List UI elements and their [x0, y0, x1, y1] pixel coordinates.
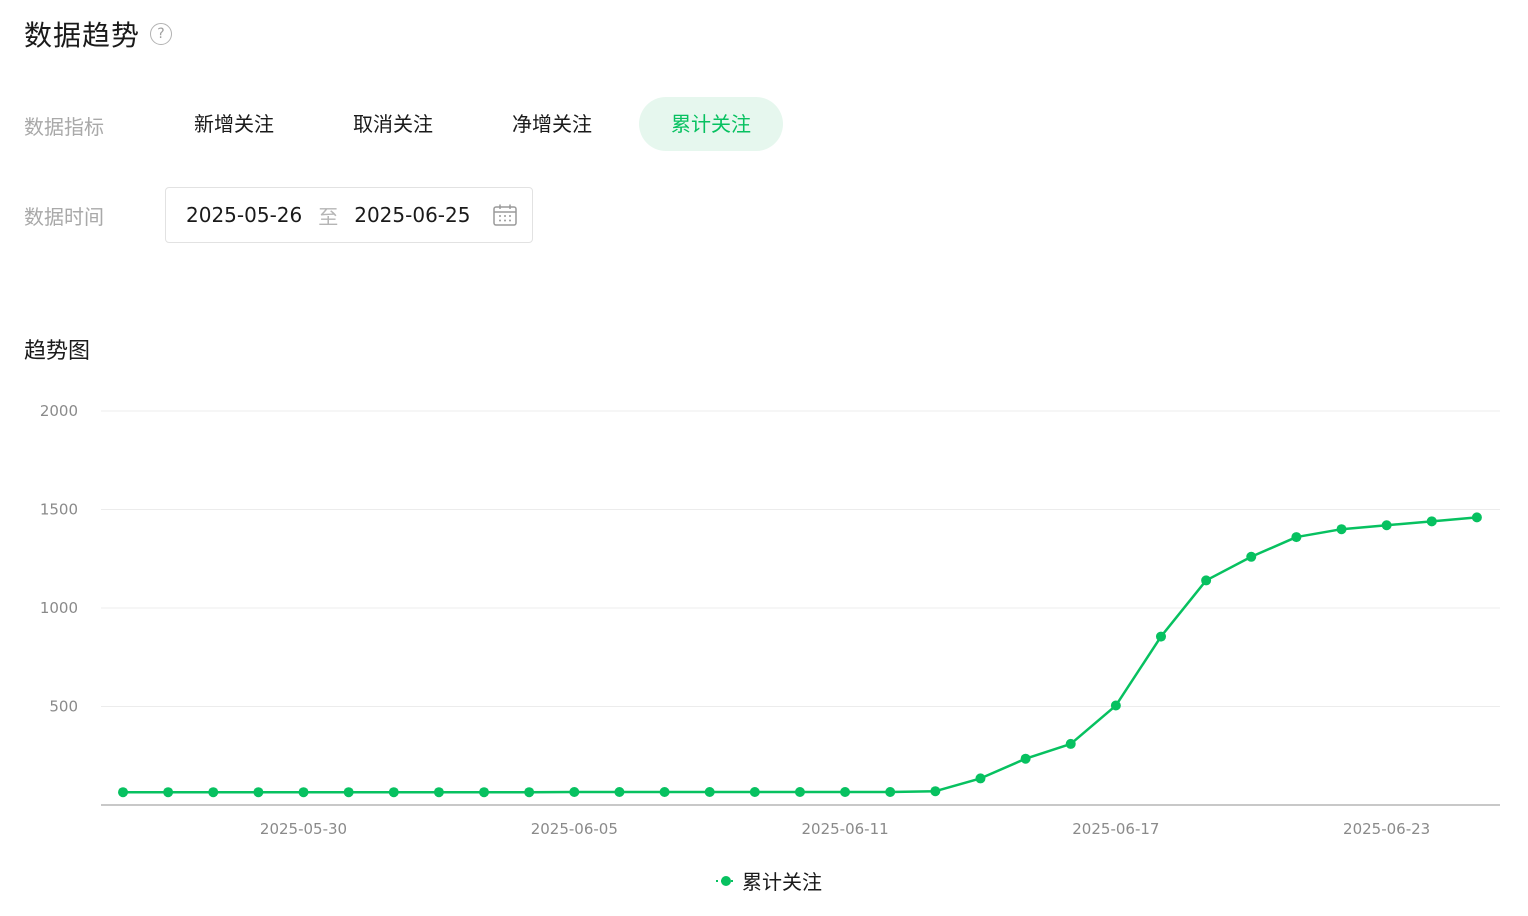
data-point[interactable]	[930, 786, 941, 797]
data-point[interactable]	[1020, 753, 1031, 764]
data-point[interactable]	[614, 786, 625, 797]
data-point[interactable]	[659, 786, 670, 797]
tab-new-follow[interactable]: 新增关注	[194, 112, 274, 136]
time-label: 数据时间	[24, 205, 104, 229]
data-point[interactable]	[794, 786, 805, 797]
x-tick-label: 2025-06-17	[1072, 820, 1159, 838]
data-point[interactable]	[118, 787, 128, 798]
date-end[interactable]: 2025-06-25	[354, 203, 471, 227]
x-tick-label: 2025-06-23	[1343, 820, 1430, 838]
data-point[interactable]	[524, 787, 535, 798]
data-point[interactable]	[1246, 551, 1257, 562]
chart-legend[interactable]: 累计关注	[716, 866, 822, 895]
series-line	[123, 516, 1478, 794]
y-tick-label: 1000	[40, 599, 78, 617]
data-point[interactable]	[479, 787, 490, 798]
data-point[interactable]	[975, 773, 986, 784]
calendar-icon[interactable]	[492, 203, 518, 227]
y-tick-label: 1500	[40, 501, 78, 519]
data-point[interactable]	[749, 786, 760, 797]
page-title: 数据趋势	[24, 19, 141, 52]
data-point[interactable]	[840, 786, 851, 797]
title-row: 数据趋势 ?	[24, 14, 173, 54]
data-point[interactable]	[433, 787, 444, 798]
data-point[interactable]	[704, 786, 715, 797]
help-icon[interactable]: ?	[150, 23, 173, 45]
legend-marker-icon	[716, 875, 736, 886]
date-start[interactable]: 2025-05-26	[186, 203, 303, 227]
tab-cumulative-follow[interactable]: 累计关注	[639, 97, 783, 151]
date-range-picker[interactable]: 2025-05-26 至 2025-06-25	[165, 187, 533, 243]
data-point[interactable]	[163, 787, 174, 798]
data-point[interactable]	[885, 786, 896, 797]
data-point[interactable]	[1155, 631, 1166, 642]
data-point[interactable]	[1336, 524, 1347, 535]
metric-label: 数据指标	[24, 115, 104, 139]
data-point[interactable]	[1291, 532, 1302, 543]
data-point[interactable]	[1471, 512, 1482, 523]
legend-label: 累计关注	[742, 870, 822, 894]
data-point[interactable]	[388, 787, 399, 798]
data-point[interactable]	[1201, 575, 1212, 586]
data-point[interactable]	[1065, 738, 1076, 749]
data-point[interactable]	[343, 787, 354, 798]
trend-chart: 500 1000 1500 2000 2025-05-30 2025-06-05 2025-…	[40, 402, 1500, 838]
data-point[interactable]	[569, 786, 580, 797]
x-tick-label: 2025-05-30	[260, 820, 347, 838]
tab-unfollow[interactable]: 取消关注	[353, 112, 433, 136]
data-point[interactable]	[298, 787, 309, 798]
data-point[interactable]	[208, 787, 219, 798]
x-tick-label: 2025-06-05	[531, 820, 618, 838]
metric-tabs: 新增关注 取消关注 净增关注 累计关注	[162, 97, 798, 151]
y-tick-label: 500	[49, 698, 78, 716]
date-separator: 至	[318, 204, 339, 229]
trend-title: 趋势图	[24, 339, 91, 364]
data-point[interactable]	[1110, 700, 1121, 711]
x-tick-label: 2025-06-11	[801, 820, 888, 838]
data-point[interactable]	[1426, 516, 1437, 527]
y-tick-label: 2000	[40, 402, 78, 420]
data-point[interactable]	[1381, 520, 1392, 531]
tab-net-follow[interactable]: 净增关注	[512, 112, 592, 136]
data-point[interactable]	[253, 787, 264, 798]
